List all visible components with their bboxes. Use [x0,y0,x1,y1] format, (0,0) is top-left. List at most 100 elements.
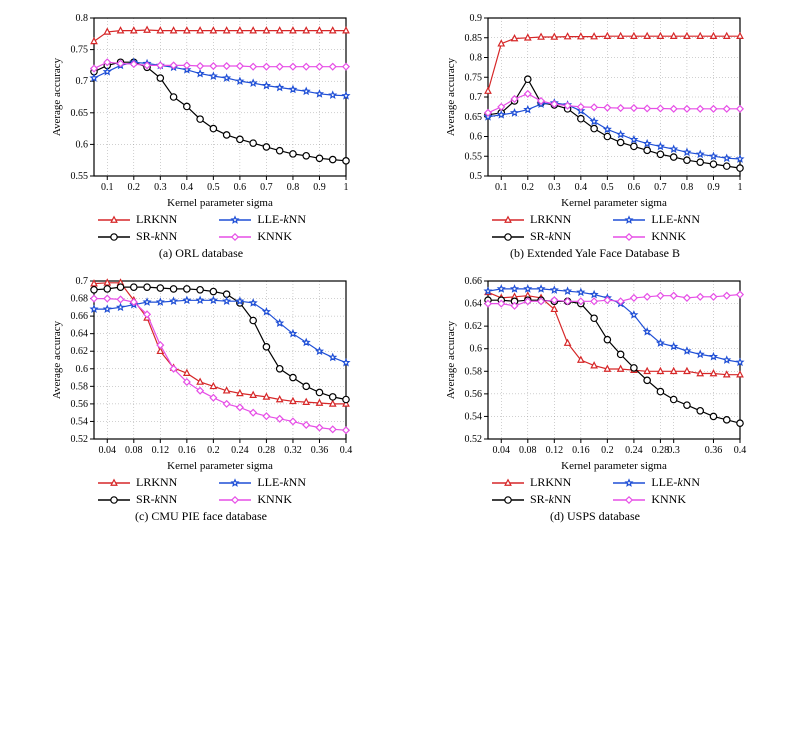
svg-text:0.5: 0.5 [470,171,483,182]
svg-text:0.2: 0.2 [522,182,535,193]
svg-text:0.64: 0.64 [71,329,89,340]
svg-text:0.4: 0.4 [181,182,194,193]
legend-label: LRKNN [136,212,177,227]
chart-panel: 0.040.080.120.160.20.240.280.320.360.40.… [10,273,392,524]
svg-text:Kernel parameter sigma: Kernel parameter sigma [167,460,273,472]
svg-text:0.6: 0.6 [234,182,247,193]
legend-label: LRKNN [136,475,177,490]
svg-text:0.3: 0.3 [548,182,561,193]
legend-label: KNNK [257,229,292,244]
svg-text:Average accuracy: Average accuracy [51,57,63,136]
legend-label: SR-kNN [530,229,571,244]
svg-text:0.9: 0.9 [707,182,720,193]
svg-text:0.04: 0.04 [493,445,511,456]
svg-text:0.8: 0.8 [470,53,483,64]
svg-text:0.52: 0.52 [71,434,89,445]
svg-text:0.85: 0.85 [465,33,483,44]
legend-label: LLE-kNN [257,475,306,490]
legend-label: LRKNN [530,212,571,227]
svg-text:0.6: 0.6 [470,132,483,143]
svg-text:0.1: 0.1 [101,182,114,193]
legend-item: LRKNN [490,212,571,227]
svg-text:0.6: 0.6 [76,139,89,150]
svg-text:0.64: 0.64 [465,299,483,310]
svg-text:0.2: 0.2 [207,445,220,456]
svg-text:0.65: 0.65 [465,112,483,123]
svg-text:0.3: 0.3 [667,445,680,456]
legend: LRKNN LLE-kNN SR-kNN KNNK [96,212,306,244]
legend-item: SR-kNN [490,492,571,507]
legend-label: KNNK [651,229,686,244]
legend-item: LRKNN [490,475,571,490]
svg-text:0.12: 0.12 [152,445,170,456]
svg-text:0.6: 0.6 [76,364,89,375]
svg-text:0.55: 0.55 [465,151,483,162]
legend-item: LLE-kNN [611,212,700,227]
panel-caption: (d) USPS database [550,509,640,524]
chart-panel: 0.10.20.30.40.50.60.70.80.910.550.60.650… [10,10,392,261]
legend-item: KNNK [611,492,700,507]
svg-text:0.2: 0.2 [128,182,141,193]
svg-text:Kernel parameter sigma: Kernel parameter sigma [167,197,273,209]
legend-item: SR-kNN [96,492,177,507]
panel-caption: (c) CMU PIE face database [135,509,267,524]
svg-text:0.62: 0.62 [465,321,483,332]
svg-text:0.24: 0.24 [625,445,643,456]
legend: LRKNN LLE-kNN SR-kNN KNNK [490,475,700,507]
svg-text:0.16: 0.16 [572,445,590,456]
svg-text:0.32: 0.32 [284,445,302,456]
legend-item: LLE-kNN [217,212,306,227]
svg-text:0.56: 0.56 [465,389,483,400]
svg-text:0.4: 0.4 [575,182,588,193]
svg-text:0.5: 0.5 [207,182,220,193]
svg-text:0.1: 0.1 [495,182,508,193]
legend-item: LLE-kNN [217,475,306,490]
svg-text:0.08: 0.08 [519,445,537,456]
svg-text:0.9: 0.9 [313,182,326,193]
svg-text:0.8: 0.8 [681,182,694,193]
legend: LRKNN LLE-kNN SR-kNN KNNK [490,212,700,244]
svg-text:0.6: 0.6 [628,182,641,193]
legend-item: KNNK [611,229,700,244]
legend-label: LRKNN [530,475,571,490]
legend-item: LRKNN [96,475,177,490]
svg-text:0.68: 0.68 [71,294,89,305]
svg-text:0.12: 0.12 [546,445,564,456]
chart-panel: 0.040.080.120.160.20.240.280.30.360.40.5… [404,273,786,524]
legend-label: SR-kNN [136,492,177,507]
svg-text:0.5: 0.5 [601,182,614,193]
svg-text:0.58: 0.58 [465,366,483,377]
legend-label: KNNK [651,492,686,507]
svg-text:0.4: 0.4 [340,445,353,456]
svg-text:0.75: 0.75 [465,72,483,83]
legend-item: KNNK [217,492,306,507]
svg-text:0.08: 0.08 [125,445,143,456]
legend-label: LLE-kNN [651,212,700,227]
svg-text:Kernel parameter sigma: Kernel parameter sigma [561,197,667,209]
legend: LRKNN LLE-kNN SR-kNN KNNK [96,475,306,507]
panel-caption: (b) Extended Yale Face Database B [510,246,680,261]
legend-item: LLE-kNN [611,475,700,490]
legend-label: LLE-kNN [257,212,306,227]
svg-text:Kernel parameter sigma: Kernel parameter sigma [561,460,667,472]
svg-text:0.54: 0.54 [465,411,483,422]
svg-text:0.16: 0.16 [178,445,196,456]
legend-item: SR-kNN [490,229,571,244]
svg-text:0.9: 0.9 [470,13,483,24]
svg-text:0.58: 0.58 [71,381,89,392]
svg-text:Average accuracy: Average accuracy [51,320,63,399]
svg-text:1: 1 [344,182,349,193]
svg-text:0.24: 0.24 [231,445,249,456]
svg-text:0.8: 0.8 [76,13,89,24]
svg-text:0.54: 0.54 [71,416,89,427]
svg-text:0.04: 0.04 [99,445,117,456]
svg-text:0.7: 0.7 [76,276,89,287]
legend-label: SR-kNN [136,229,177,244]
svg-text:0.36: 0.36 [311,445,329,456]
chart-panel: 0.10.20.30.40.50.60.70.80.910.50.550.60.… [404,10,786,261]
legend-item: LRKNN [96,212,177,227]
svg-text:0.7: 0.7 [260,182,273,193]
panel-caption: (a) ORL database [159,246,243,261]
svg-text:0.65: 0.65 [71,108,89,119]
svg-text:0.7: 0.7 [654,182,667,193]
